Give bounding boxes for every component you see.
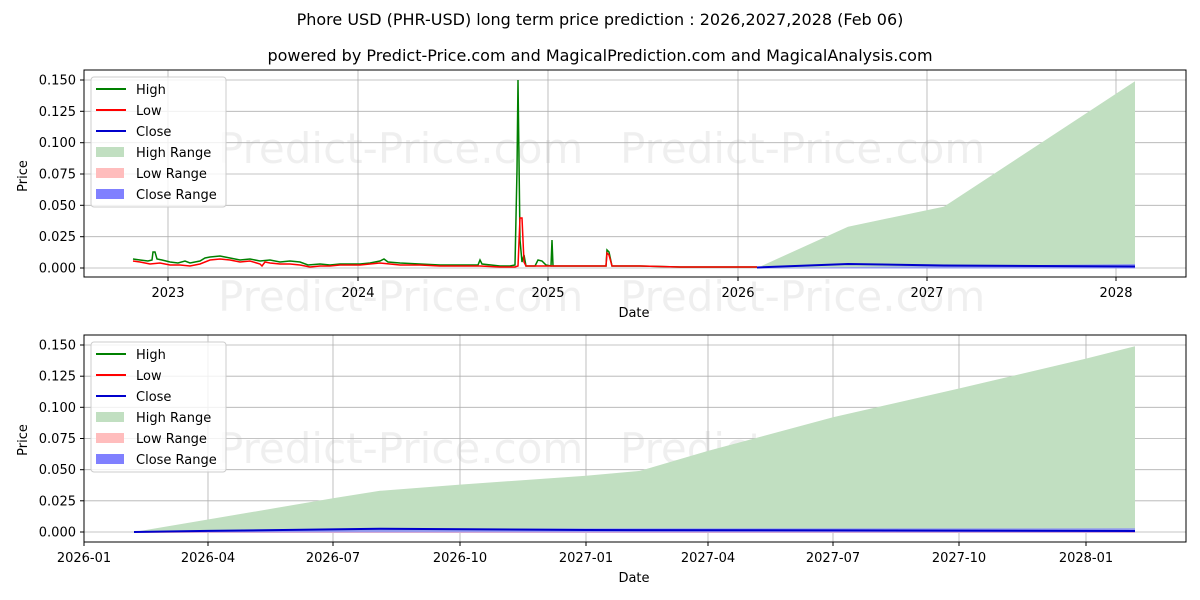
watermark: Predict-Price.com (620, 124, 985, 173)
svg-text:0.125: 0.125 (39, 105, 76, 120)
legend-close-range-label: Close Range (136, 188, 217, 203)
svg-text:0.150: 0.150 (39, 74, 76, 89)
svg-text:0.050: 0.050 (39, 199, 76, 214)
svg-text:0.125: 0.125 (39, 370, 76, 385)
svg-text:0.075: 0.075 (39, 432, 76, 447)
svg-text:0.025: 0.025 (39, 494, 76, 509)
legend-high-range-label: High Range (136, 146, 211, 161)
legend-high-label: High (136, 348, 166, 363)
svg-text:2027-07: 2027-07 (806, 551, 860, 566)
svg-text:0.150: 0.150 (39, 339, 76, 354)
svg-text:2026-07: 2026-07 (306, 551, 360, 566)
svg-text:0.025: 0.025 (39, 230, 76, 245)
svg-text:0.100: 0.100 (39, 401, 76, 416)
svg-text:2028: 2028 (1099, 286, 1132, 301)
svg-text:0.075: 0.075 (39, 168, 76, 183)
legend-low-label: Low (136, 104, 162, 119)
x-axis-label: Date (618, 571, 649, 586)
legend-high-range-swatch (96, 412, 124, 422)
y-axis-label: Price (16, 424, 31, 456)
legend-high-range-swatch (96, 147, 124, 157)
svg-text:2027-01: 2027-01 (559, 551, 613, 566)
x-axis-label: Date (618, 306, 649, 321)
watermark: Predict-Price.com (218, 124, 583, 173)
x-axis-ticks: 2026-01 2026-04 2026-07 2026-10 2027-01 … (57, 551, 1113, 566)
legend-low-label: Low (136, 369, 162, 384)
svg-text:0.000: 0.000 (39, 526, 76, 541)
svg-text:2025: 2025 (531, 286, 564, 301)
y-axis-label: Price (16, 160, 31, 192)
high-range-area (757, 81, 1135, 268)
close-line (756, 262, 1136, 269)
svg-text:0.000: 0.000 (39, 262, 76, 277)
svg-text:2026-10: 2026-10 (433, 551, 487, 566)
legend-low-range-label: Low Range (136, 167, 207, 182)
svg-text:0.050: 0.050 (39, 463, 76, 478)
svg-text:2027-04: 2027-04 (681, 551, 735, 566)
legend-close-label: Close (136, 125, 171, 140)
watermark: Predict-Price.com (218, 424, 583, 473)
high-range-area (134, 346, 1135, 532)
x-axis-ticks: 2023 2024 2025 2026 2027 2028 (151, 286, 1132, 301)
svg-text:2026-01: 2026-01 (57, 551, 111, 566)
chart-title: Phore USD (PHR-USD) long term price pred… (296, 10, 904, 29)
legend-close-range-label: Close Range (136, 453, 217, 468)
svg-text:2026-04: 2026-04 (181, 551, 235, 566)
legend-close-label: Close (136, 390, 171, 405)
chart-subtitle: powered by Predict-Price.com and Magical… (267, 46, 933, 65)
y-axis-ticks: 0.000 0.025 0.050 0.075 0.100 0.125 0.15… (39, 339, 76, 541)
svg-text:2028-01: 2028-01 (1059, 551, 1113, 566)
close-line (133, 527, 1136, 533)
legend-close-range-swatch (96, 454, 124, 464)
svg-text:2027-10: 2027-10 (932, 551, 986, 566)
top-chart: Predict-Price.com Predict-Price.com Pred… (16, 69, 1187, 321)
watermark: Predict-Price.com (620, 272, 985, 321)
svg-text:2023: 2023 (151, 286, 184, 301)
legend-close-range-swatch (96, 189, 124, 199)
y-axis-ticks: 0.000 0.025 0.050 0.075 0.100 0.125 0.15… (39, 74, 76, 277)
legend-low-range-swatch (96, 168, 124, 178)
svg-text:2026: 2026 (721, 286, 754, 301)
legend-low-range-swatch (96, 433, 124, 443)
legend-high-range-label: High Range (136, 411, 211, 426)
low-line (132, 217, 757, 268)
svg-text:0.100: 0.100 (39, 136, 76, 151)
legend-high-label: High (136, 83, 166, 98)
bottom-chart: Predict-Price.com Predict-Price.com (16, 334, 1187, 586)
svg-text:2024: 2024 (341, 286, 374, 301)
legend-low-range-label: Low Range (136, 432, 207, 447)
high-line (132, 79, 757, 268)
legend: High Low Close High Range Low Range Clos… (90, 341, 227, 473)
legend: High Low Close High Range Low Range Clos… (90, 76, 227, 208)
watermark: Predict-Price.com (218, 272, 583, 321)
svg-text:2027: 2027 (910, 286, 943, 301)
